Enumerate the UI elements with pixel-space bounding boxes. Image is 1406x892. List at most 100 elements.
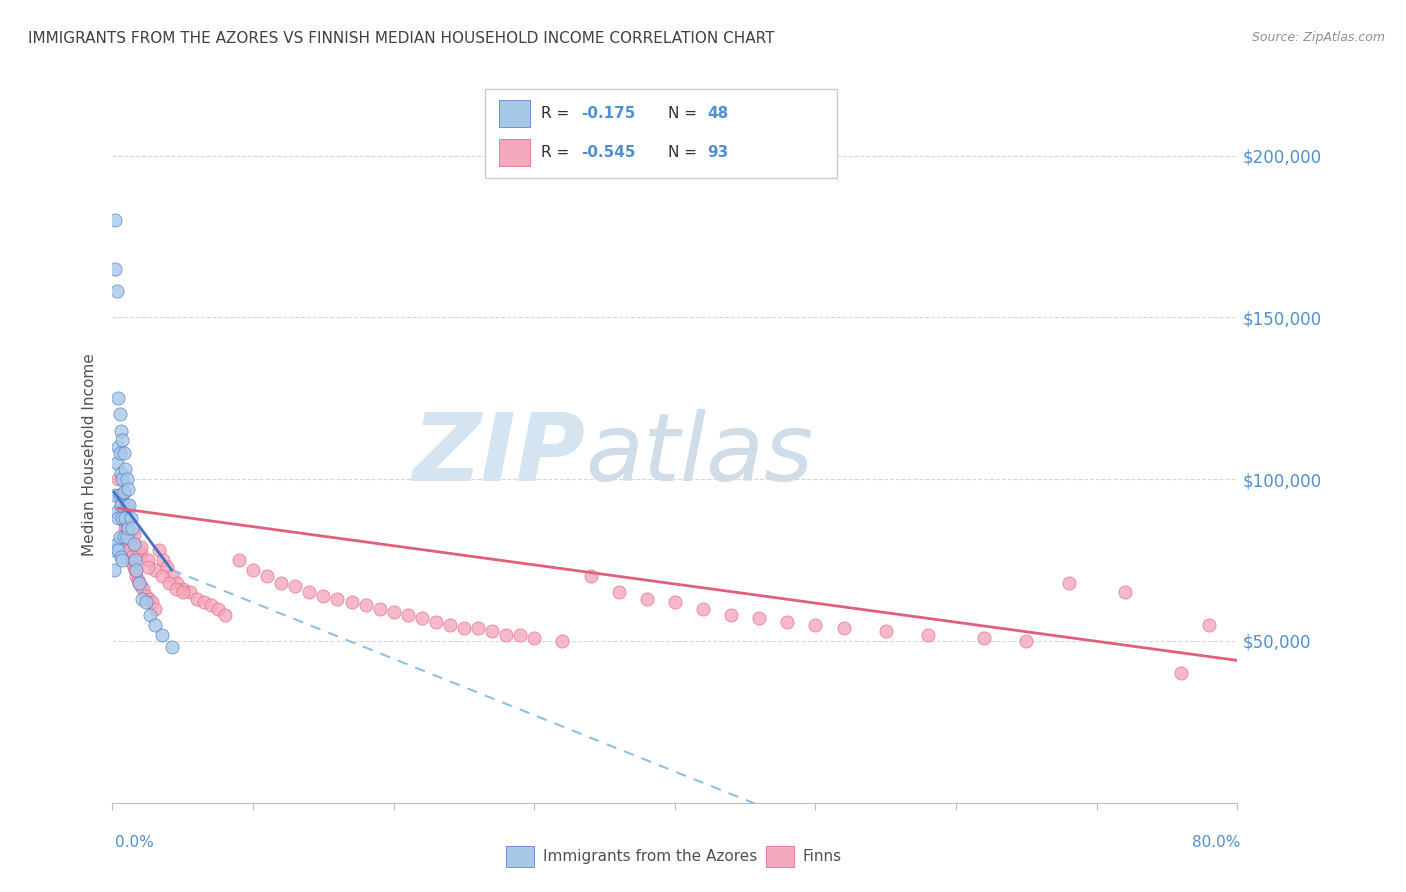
Point: [118, 531, 141, 545]
Point: [172, 585, 194, 599]
Text: 48: 48: [707, 106, 728, 120]
Point: [193, 595, 215, 609]
Point: [136, 553, 159, 567]
Point: [152, 553, 174, 567]
Point: [270, 575, 292, 590]
Point: [105, 537, 128, 551]
Text: Immigrants from the Azores: Immigrants from the Azores: [543, 849, 756, 863]
Point: [579, 569, 602, 583]
Point: [104, 488, 127, 502]
Point: [298, 585, 321, 599]
Point: [110, 498, 132, 512]
Point: [105, 456, 128, 470]
Point: [875, 624, 897, 639]
Point: [692, 601, 714, 615]
Point: [453, 621, 475, 635]
Point: [122, 537, 145, 551]
Point: [284, 579, 307, 593]
Point: [108, 488, 131, 502]
Text: N =: N =: [668, 145, 702, 160]
Point: [110, 424, 132, 438]
Text: Source: ZipAtlas.com: Source: ZipAtlas.com: [1251, 31, 1385, 45]
Point: [523, 631, 546, 645]
Point: [108, 488, 131, 502]
Point: [117, 482, 139, 496]
Point: [103, 543, 125, 558]
Point: [108, 408, 131, 422]
Point: [340, 595, 363, 609]
Point: [115, 472, 138, 486]
Point: [143, 563, 166, 577]
Point: [143, 601, 166, 615]
Text: IMMIGRANTS FROM THE AZORES VS FINNISH MEDIAN HOUSEHOLD INCOME CORRELATION CHART: IMMIGRANTS FROM THE AZORES VS FINNISH ME…: [28, 31, 775, 46]
Point: [156, 559, 179, 574]
Point: [776, 615, 799, 629]
Point: [107, 472, 129, 486]
Point: [115, 531, 138, 545]
Point: [124, 553, 146, 567]
Point: [115, 498, 138, 512]
Point: [312, 589, 335, 603]
Point: [111, 511, 134, 525]
Text: 80.0%: 80.0%: [1192, 836, 1240, 850]
Point: [120, 511, 142, 525]
Point: [1170, 666, 1192, 681]
Text: 0.0%: 0.0%: [115, 836, 155, 850]
Point: [117, 537, 139, 551]
Point: [110, 549, 132, 564]
Point: [135, 595, 157, 609]
Point: [104, 213, 127, 227]
Point: [110, 498, 132, 512]
Point: [150, 569, 173, 583]
Point: [132, 582, 155, 597]
Point: [108, 446, 131, 460]
Point: [228, 553, 250, 567]
Point: [105, 285, 128, 299]
Point: [481, 624, 503, 639]
Point: [143, 617, 166, 632]
Point: [111, 472, 134, 486]
Point: [115, 521, 138, 535]
Point: [115, 531, 138, 545]
Point: [186, 591, 208, 606]
Point: [112, 446, 135, 460]
Point: [111, 553, 134, 567]
Point: [1015, 634, 1038, 648]
Point: [120, 549, 142, 564]
Point: [121, 557, 143, 571]
Point: [439, 617, 461, 632]
Point: [636, 591, 658, 606]
Point: [179, 585, 201, 599]
Text: -0.545: -0.545: [581, 145, 636, 160]
Point: [200, 599, 222, 613]
Point: [326, 591, 349, 606]
Point: [166, 575, 188, 590]
Point: [122, 537, 145, 551]
Point: [129, 540, 152, 554]
Point: [382, 605, 405, 619]
Point: [107, 440, 129, 454]
Point: [1198, 617, 1220, 632]
Point: [131, 591, 153, 606]
Point: [207, 601, 229, 615]
Text: N =: N =: [668, 106, 702, 120]
Point: [115, 511, 138, 525]
Point: [748, 611, 770, 625]
Point: [467, 621, 489, 635]
Point: [135, 589, 157, 603]
Point: [165, 582, 187, 597]
Point: [917, 627, 939, 641]
Point: [139, 608, 162, 623]
Point: [112, 485, 135, 500]
Point: [242, 563, 264, 577]
Point: [111, 511, 134, 525]
Point: [509, 627, 531, 641]
Point: [396, 608, 419, 623]
Point: [141, 595, 163, 609]
Point: [160, 640, 183, 655]
Point: [107, 392, 129, 406]
Point: [214, 608, 236, 623]
Text: R =: R =: [541, 145, 575, 160]
Y-axis label: Median Household Income: Median Household Income: [82, 353, 97, 557]
Point: [127, 543, 149, 558]
